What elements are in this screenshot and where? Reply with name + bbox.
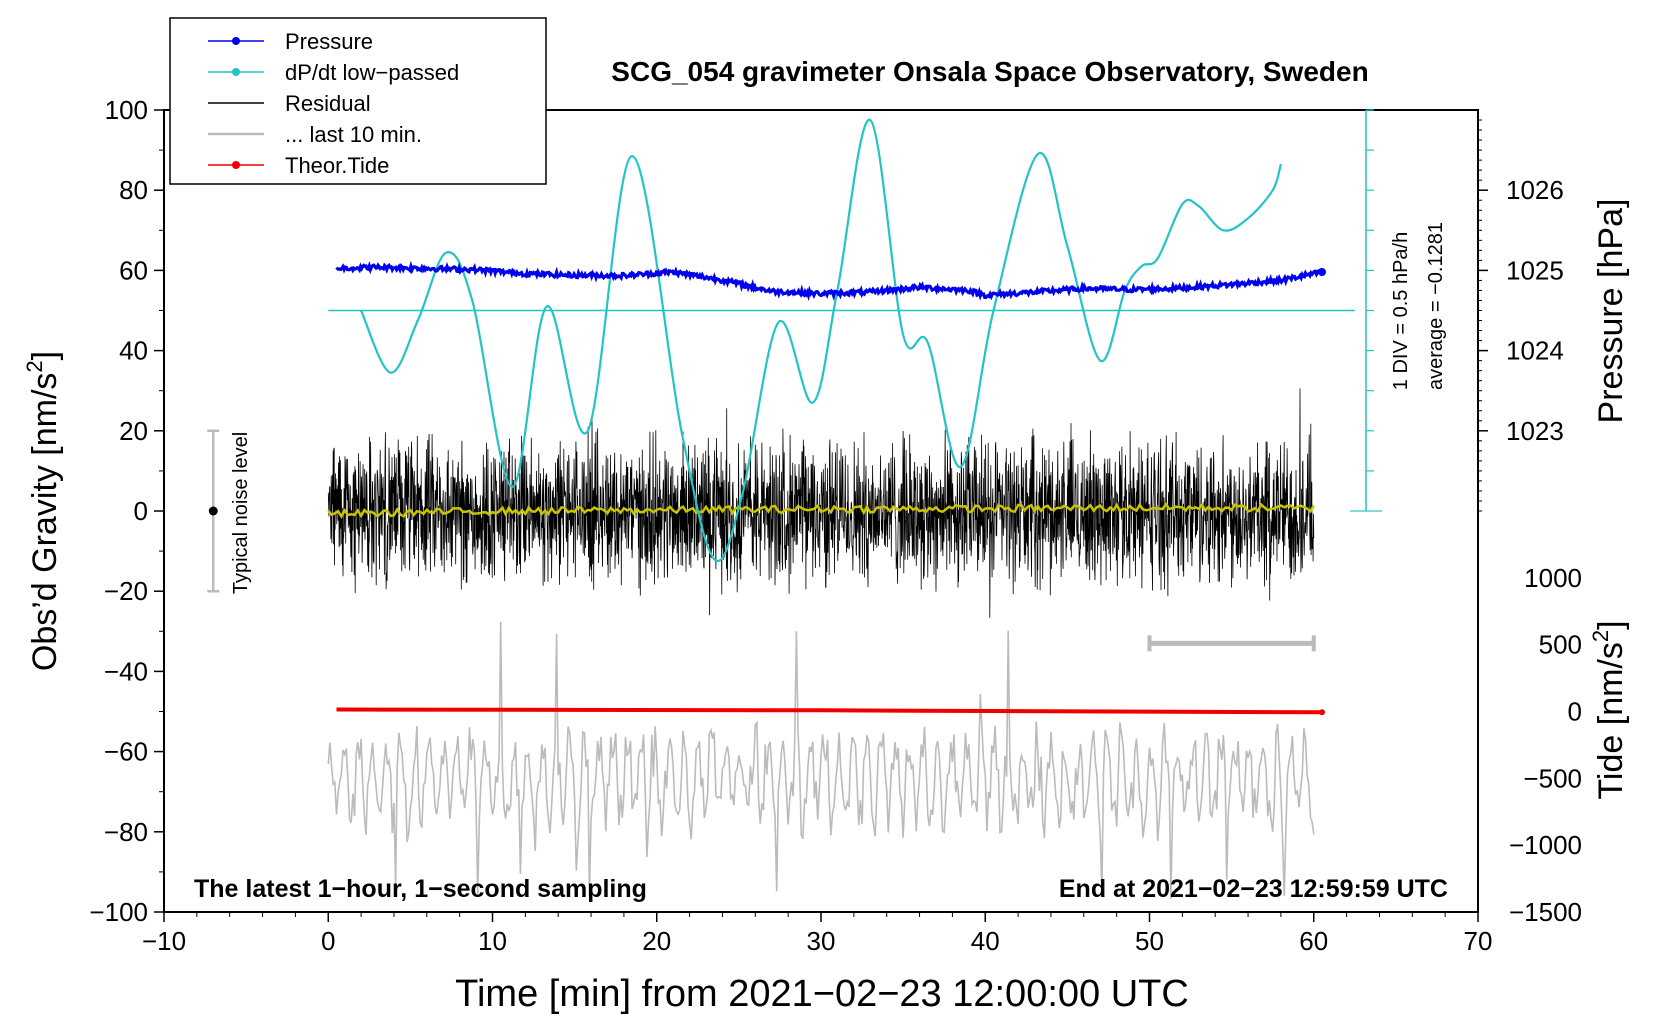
tide-tick-label: 1000: [1524, 563, 1582, 593]
dpdt-scale-label: 1 DIV = 0.5 hPa/h: [1390, 232, 1412, 390]
y-axis-label-main-text: Obs’d Gravity [nm/s: [26, 373, 64, 672]
x-tick-label: 70: [1464, 926, 1493, 956]
series-residual: [327, 388, 1315, 618]
legend-label: Pressure: [285, 29, 373, 54]
y-tick-label: 60: [119, 255, 148, 285]
x-tick-label: 50: [1135, 926, 1164, 956]
tide-end-marker: [1318, 709, 1325, 716]
tide-tick-label: 500: [1539, 630, 1582, 660]
series-last10min: [327, 621, 1315, 899]
tide-tick-label: −1000: [1509, 830, 1582, 860]
pressure-axis-ticks: 1023 1024 1025 1026: [1478, 119, 1564, 512]
x-axis-ticks: −10 0 10 20 30 40 50 60 70: [142, 912, 1493, 956]
y-tick-label: −20: [104, 576, 148, 606]
tide-tick-label: −500: [1523, 763, 1582, 793]
y-tick-label: −40: [104, 656, 148, 686]
bottom-right-note: End at 2021−02−23 12:59:59 UTC: [1059, 875, 1448, 903]
series-theor-tide: [336, 707, 1323, 715]
legend-marker: [232, 68, 240, 76]
legend-box: [169, 17, 547, 185]
y-tick-label: 0: [134, 496, 148, 526]
x-tick-label: 60: [1299, 926, 1328, 956]
dpdt-average-label: average = −0.1281: [1425, 222, 1447, 390]
legend-label: Theor.Tide: [285, 153, 389, 178]
pressure-tick-label: 1023: [1506, 416, 1564, 446]
pressure-tick-label: 1026: [1506, 175, 1564, 205]
y-tick-label: −100: [89, 897, 148, 927]
legend: Pressure dP/dt low−passed Residual ... last…: [169, 17, 547, 185]
noise-bar-center: [208, 506, 218, 516]
series-pressure: [335, 260, 1323, 302]
legend-marker: [232, 161, 240, 169]
y-axis-label-main-end: ]: [26, 351, 64, 360]
series-layer: [207, 118, 1355, 899]
y-axis-ticks: −100 −80 −60 −40 −20 0 20 40 60 80 100: [89, 95, 164, 927]
pressure-tick-label: 1025: [1506, 255, 1564, 285]
legend-marker: [232, 37, 240, 45]
chart-title: SCG_054 gravimeter Onsala Space Observat…: [611, 56, 1368, 87]
y-tick-label: −60: [104, 737, 148, 767]
legend-label: dP/dt low−passed: [285, 60, 459, 85]
y-tick-label: 40: [119, 336, 148, 366]
y-tick-label: 100: [105, 95, 148, 125]
x-tick-label: 0: [321, 926, 335, 956]
tide-axis-ticks: −1500 −1000 −500 0 500 1000: [1509, 563, 1582, 927]
y-axis-label-tide-sup: 2: [1588, 630, 1613, 642]
tide-tick-label: 0: [1568, 697, 1582, 727]
y-axis-label-tide-end: ]: [1592, 620, 1630, 629]
pressure-end-marker: [1317, 268, 1326, 277]
y-axis-label-tide-text: Tide [nm/s: [1592, 642, 1630, 799]
y-axis-label-main-sup: 2: [22, 360, 47, 372]
x-tick-label: 40: [971, 926, 1000, 956]
pressure-tick-label: 1024: [1506, 336, 1564, 366]
noise-level-label: Typical noise level: [230, 432, 252, 594]
y-tick-label: −80: [104, 817, 148, 847]
dpdt-scale-axis: [1350, 109, 1382, 512]
x-axis-label: Time [min] from 2021−02−23 12:00:00 UTC: [455, 973, 1189, 1015]
x-tick-label: 30: [807, 926, 836, 956]
y-axis-label-main: Obs’d Gravity [nm/s2]: [22, 351, 64, 671]
y-axis-label-tide: Tide [nm/s2]: [1588, 620, 1630, 799]
legend-label: Residual: [285, 91, 371, 116]
y-tick-label: 20: [119, 416, 148, 446]
series-dpdt: [360, 118, 1282, 563]
x-tick-label: −10: [142, 926, 186, 956]
y-tick-label: 80: [119, 175, 148, 205]
x-tick-label: 10: [478, 926, 507, 956]
legend-label: ... last 10 min.: [285, 122, 422, 147]
bottom-left-note: The latest 1−hour, 1−second sampling: [194, 875, 647, 903]
x-tick-label: 20: [642, 926, 671, 956]
y-axis-label-pressure: Pressure [hPa]: [1592, 199, 1630, 424]
series-residual-smoothed: [327, 502, 1315, 519]
tide-tick-label: −1500: [1509, 897, 1582, 927]
